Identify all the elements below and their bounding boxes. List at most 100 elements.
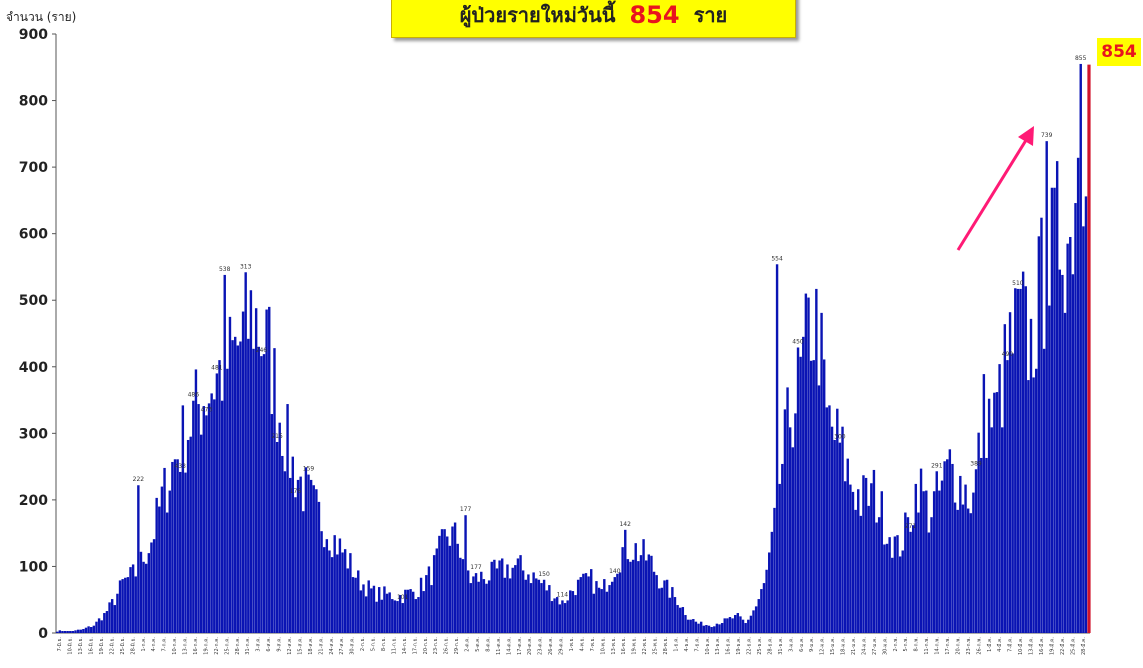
x-tick-label: 13-ธ.ค. xyxy=(715,637,721,655)
daily-bar xyxy=(610,581,614,633)
daily-bar xyxy=(1006,360,1009,633)
daily-bar xyxy=(422,591,425,633)
daily-bar xyxy=(909,531,912,633)
daily-bar xyxy=(262,354,266,633)
daily-bar xyxy=(990,427,993,633)
x-tick-label: 11-ก.ย. xyxy=(391,637,397,655)
daily-bar xyxy=(364,596,368,633)
daily-bar xyxy=(145,563,148,633)
daily-bar xyxy=(584,573,588,633)
daily-bar xyxy=(815,288,818,633)
daily-bar xyxy=(752,610,755,633)
x-tick-label: 10-มิ.ย. xyxy=(67,637,74,655)
bar-data-label: 313 xyxy=(240,263,252,270)
daily-bar xyxy=(58,630,62,633)
daily-bar xyxy=(312,485,315,633)
daily-bar xyxy=(223,274,226,633)
x-tick-label: 24-ส.ค. xyxy=(329,637,335,655)
x-tick-label: 25-ธ.ค. xyxy=(757,637,763,655)
daily-bar xyxy=(603,579,606,633)
daily-bar xyxy=(977,432,980,633)
daily-bar xyxy=(482,579,486,633)
x-tick-label: 22-พ.ย. xyxy=(642,637,648,655)
daily-bar xyxy=(558,604,562,633)
daily-bar xyxy=(896,535,899,633)
daily-bar xyxy=(961,504,965,633)
bar-data-label: 271 xyxy=(905,523,917,530)
daily-bar xyxy=(1027,380,1030,633)
daily-bar xyxy=(592,593,596,633)
daily-bar xyxy=(705,625,708,633)
daily-bar xyxy=(681,607,685,633)
x-tick-label: 6-ม.ค. xyxy=(799,637,805,652)
daily-bar xyxy=(1084,196,1088,633)
x-tick-label: 15-ม.ค. xyxy=(830,637,836,655)
daily-bar xyxy=(158,506,161,633)
daily-bar xyxy=(802,336,805,633)
daily-bar xyxy=(430,585,433,633)
daily-bar xyxy=(637,561,640,633)
daily-bar xyxy=(325,539,329,633)
daily-bar xyxy=(943,461,946,633)
x-tick-label: 20-ก.พ. xyxy=(955,637,961,655)
daily-bar xyxy=(1008,312,1012,633)
daily-bar xyxy=(527,574,530,633)
daily-bar xyxy=(930,517,933,633)
x-tick-label: 16-พ.ย. xyxy=(621,637,627,655)
daily-bar xyxy=(537,579,541,633)
daily-bar xyxy=(877,517,881,633)
x-tick-label: 19-ธ.ค. xyxy=(736,637,742,655)
x-tick-label: 26-ก.พ. xyxy=(976,637,982,655)
x-tick-label: 17-ก.พ. xyxy=(945,637,951,655)
x-tick-label: 2-ก.ย. xyxy=(360,637,366,652)
daily-bar xyxy=(487,580,491,633)
daily-bar xyxy=(582,573,585,633)
daily-bar xyxy=(197,404,200,633)
daily-bar xyxy=(412,591,415,633)
y-tick-label: 0 xyxy=(38,626,48,642)
x-tick-label: 19-มิ.ย. xyxy=(98,637,105,655)
daily-bar xyxy=(754,606,758,633)
daily-bar xyxy=(859,515,863,633)
daily-bar xyxy=(1074,203,1077,634)
daily-bar xyxy=(328,550,331,633)
daily-bar xyxy=(579,577,582,633)
x-tick-label: 4-มี.ค. xyxy=(996,637,1003,652)
daily-bar xyxy=(621,547,624,633)
x-tick-label: 9-ส.ค. xyxy=(277,637,283,652)
bar-data-label: 246 xyxy=(256,347,268,354)
daily-bar xyxy=(105,611,109,633)
daily-bar xyxy=(757,599,760,633)
daily-bar xyxy=(925,490,928,633)
daily-bar xyxy=(275,441,279,633)
x-tick-label: 10-มี.ค. xyxy=(1017,637,1024,655)
daily-bar xyxy=(163,467,166,633)
daily-bar xyxy=(186,439,190,633)
daily-bar xyxy=(333,535,336,633)
daily-bar xyxy=(131,564,135,633)
daily-bar xyxy=(87,626,90,633)
daily-bar xyxy=(472,576,475,633)
x-tick-label: 28-มี.ค. xyxy=(1080,637,1087,655)
daily-bar xyxy=(576,579,580,633)
daily-bar xyxy=(723,618,726,633)
daily-bar xyxy=(61,631,64,633)
x-tick-label: 13-มิ.ย. xyxy=(77,637,84,655)
daily-bar xyxy=(794,413,797,633)
x-tick-label: 14-ก.พ. xyxy=(935,637,941,655)
x-tick-label: 28-มิ.ย. xyxy=(129,637,136,655)
daily-bar xyxy=(74,630,77,633)
daily-bar xyxy=(600,589,603,633)
daily-bar xyxy=(935,471,938,633)
daily-bar xyxy=(474,573,478,633)
daily-bar xyxy=(294,497,297,633)
bar-data-label: 300 xyxy=(834,434,846,441)
daily-bar xyxy=(841,426,844,633)
daily-bar xyxy=(998,364,1001,633)
x-tick-label: 28-ธ.ค. xyxy=(767,637,773,655)
daily-bar xyxy=(1050,187,1054,634)
x-tick-label: 7-มิ.ย. xyxy=(56,637,63,652)
x-tick-label: 26-ต.ค. xyxy=(548,637,554,655)
daily-bar xyxy=(728,617,732,633)
daily-bar xyxy=(443,529,446,633)
